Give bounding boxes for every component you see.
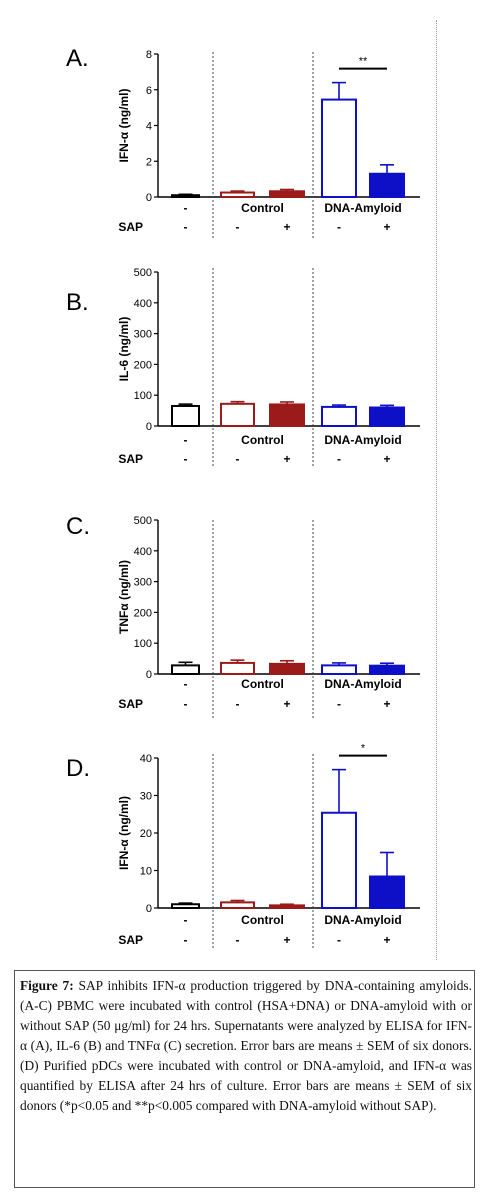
- y-tick-label: 30: [140, 791, 152, 803]
- bar-2: [220, 402, 255, 428]
- y-tick-label: 500: [134, 515, 152, 527]
- y-tick-label: 0: [146, 669, 152, 681]
- group-label: Control: [241, 201, 284, 215]
- bar-4: [321, 811, 357, 909]
- sap-condition-label: -: [236, 452, 240, 466]
- y-tick-label: 0: [146, 903, 152, 915]
- sap-row-label: SAP: [118, 220, 143, 234]
- bar-4: [321, 98, 357, 198]
- bar-1: [171, 404, 200, 427]
- y-tick-label: 200: [134, 607, 152, 619]
- y-tick-label: 10: [140, 866, 152, 878]
- sap-condition-label: -: [337, 697, 341, 711]
- y-axis-label: IFN-α (ng/ml): [117, 796, 131, 870]
- y-tick-label: 0: [146, 192, 152, 204]
- bar-1: [171, 664, 200, 676]
- sap-condition-label: -: [184, 220, 188, 234]
- caption-box: [14, 970, 475, 1188]
- y-tick-label: 500: [134, 267, 152, 279]
- bar-3: [269, 190, 305, 198]
- sap-condition-label: +: [383, 697, 390, 711]
- sap-condition-label: -: [184, 452, 188, 466]
- sap-row-label: SAP: [118, 452, 143, 466]
- sap-condition-label: +: [283, 220, 290, 234]
- sap-condition-label: -: [337, 452, 341, 466]
- caption-title: Figure 7:: [20, 978, 74, 993]
- y-tick-label: 0: [146, 421, 152, 433]
- y-tick-label: 400: [134, 546, 152, 558]
- bar-4: [321, 664, 357, 676]
- bar-3: [269, 904, 305, 909]
- sap-condition-label: -: [184, 697, 188, 711]
- sap-condition-label: +: [283, 452, 290, 466]
- panel-letter: A.: [66, 45, 89, 72]
- group-label: DNA-Amyloid: [324, 433, 401, 447]
- y-tick-label: 4: [146, 121, 152, 133]
- bar-5: [369, 172, 405, 198]
- y-axis-label: IL-6 (ng/ml): [117, 317, 131, 382]
- y-tick-label: 2: [146, 156, 152, 168]
- bar-5: [369, 875, 405, 909]
- bar-2: [220, 191, 255, 198]
- group-label: -: [184, 201, 188, 215]
- y-tick-label: 400: [134, 298, 152, 310]
- panel-letter: B.: [66, 289, 89, 316]
- sap-condition-label: +: [283, 933, 290, 947]
- y-axis-label: IFN-α (ng/ml): [117, 88, 131, 162]
- sap-condition-label: -: [184, 933, 188, 947]
- y-tick-label: 100: [134, 638, 152, 650]
- y-tick-label: 6: [146, 85, 152, 97]
- y-axis-label: TNFα (ng/ml): [117, 560, 131, 634]
- y-tick-label: 20: [140, 828, 152, 840]
- sap-row-label: SAP: [118, 697, 143, 711]
- bar-2: [220, 661, 255, 676]
- significance-label: **: [359, 56, 368, 68]
- y-tick-label: 200: [134, 359, 152, 371]
- bar-3: [269, 662, 305, 675]
- group-label: Control: [241, 433, 284, 447]
- group-label: Control: [241, 913, 284, 927]
- y-tick-label: 300: [134, 329, 152, 341]
- panel-letter: D.: [66, 755, 90, 782]
- sap-condition-label: -: [236, 697, 240, 711]
- sap-condition-label: +: [383, 452, 390, 466]
- sap-condition-label: -: [236, 933, 240, 947]
- significance-label: *: [361, 743, 366, 755]
- group-label: Control: [241, 677, 284, 691]
- bar-1: [171, 903, 200, 909]
- bar-5: [369, 406, 405, 428]
- group-label: DNA-Amyloid: [324, 913, 401, 927]
- figure-caption: Figure 7: SAP inhibits IFN-α production …: [20, 976, 472, 1116]
- y-tick-label: 100: [134, 390, 152, 402]
- y-tick-label: 8: [146, 49, 152, 61]
- bar-2: [220, 901, 255, 909]
- y-tick-label: 40: [140, 753, 152, 765]
- bar-1: [171, 194, 200, 198]
- bar-3: [269, 403, 305, 428]
- sap-condition-label: +: [383, 933, 390, 947]
- sap-condition-label: +: [383, 220, 390, 234]
- sap-condition-label: -: [337, 933, 341, 947]
- group-label: -: [184, 913, 188, 927]
- sap-row-label: SAP: [118, 933, 143, 947]
- group-label: DNA-Amyloid: [324, 201, 401, 215]
- right-dotted-border: [436, 20, 437, 960]
- caption-text: SAP inhibits IFN-α production triggered …: [20, 978, 472, 1113]
- sap-condition-label: -: [337, 220, 341, 234]
- bar-4: [321, 405, 357, 428]
- y-tick-label: 300: [134, 577, 152, 589]
- group-label: -: [184, 433, 188, 447]
- group-label: -: [184, 677, 188, 691]
- sap-condition-label: +: [283, 697, 290, 711]
- panel-letter: C.: [66, 513, 90, 540]
- bar-5: [369, 664, 405, 676]
- group-label: DNA-Amyloid: [324, 677, 401, 691]
- sap-condition-label: -: [236, 220, 240, 234]
